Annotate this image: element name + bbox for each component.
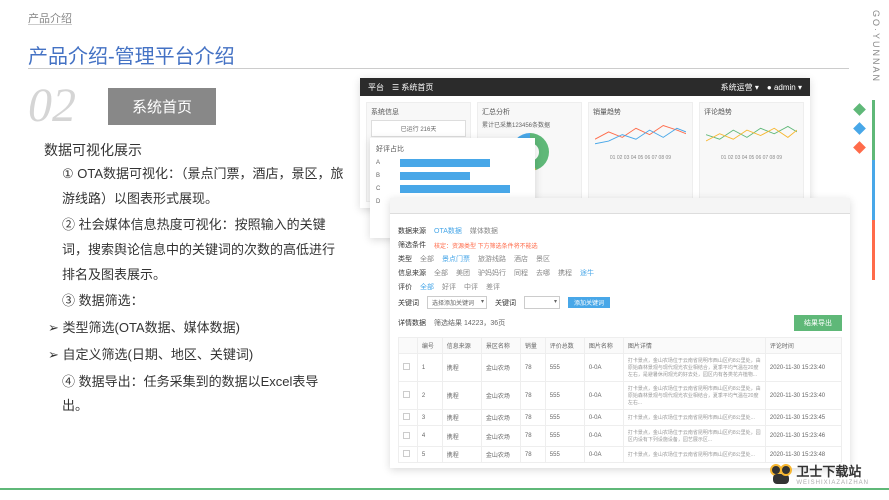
dashboard-header-right: 系统运营 ▾ ● admin ▾ (721, 82, 802, 93)
section-number: 02 (28, 78, 76, 133)
footer-logo: 卫士下载站 WEISHIXIAZAIZHAN (770, 461, 869, 486)
table-row[interactable]: 1携程金山农场785550-0A打卡景点，金山农场位于云南省昆明市西山区约8公里… (399, 354, 842, 382)
dashboard-card-sales: 销量趋势 01 02 03 04 05 06 07 08 09 (588, 102, 693, 202)
section-badge: 系统首页 (108, 88, 216, 125)
mascot-icon (770, 464, 792, 484)
table-row[interactable]: 3携程金山农场785550-0A打卡景点，金山农场位于云南省昆明市西山区约8公里… (399, 410, 842, 426)
dashboard-header-left: 平台 ☰ 系统首页 (368, 82, 433, 93)
subtitle: 数据可视化展示 (44, 140, 142, 160)
right-brand-label: GO·YUNNAN (871, 10, 881, 83)
list-item: ③ 数据筛选： (44, 289, 344, 314)
dashboard-header: 平台 ☰ 系统首页 系统运营 ▾ ● admin ▾ (360, 78, 810, 96)
list-item: ④ 数据导出：任务采集到的数据以Excel表导出。 (44, 370, 344, 419)
export-button[interactable]: 结果导出 (794, 315, 842, 331)
header-underline (28, 24, 72, 25)
add-keyword-button[interactable]: 添加关键词 (568, 297, 610, 308)
dashboard-card-comments: 评论趋势 01 02 03 04 05 06 07 08 09 (699, 102, 804, 202)
datatable-screenshot: 数据来源 OTA数据 媒体数据 筛选条件 核定：资源类型 下方筛选条件将不能选 … (390, 198, 850, 468)
list-item: ➢ 类型筛选(OTA数据、媒体数据) (44, 316, 344, 341)
footer-accent-line (0, 488, 889, 490)
list-item: ① OTA数据可视化：（景点门票，酒店，景区，旅游线路）以图表形式展现。 (44, 162, 344, 211)
keyword-input[interactable] (524, 296, 560, 309)
content-list: ① OTA数据可视化：（景点门票，酒店，景区，旅游线路）以图表形式展现。 ② 社… (44, 162, 344, 421)
tab-ota[interactable]: OTA数据 (434, 226, 462, 236)
filter-section-label: 数据来源 (398, 226, 426, 236)
table-row[interactable]: 2携程金山农场785550-0A打卡景点，金山农场位于云南省昆明市西山区约8公里… (399, 382, 842, 410)
list-item: ② 社会媒体信息热度可视化：按照输入的关键词，搜索舆论信息中的关键词的次数的高低… (44, 213, 344, 287)
right-accent-bar (872, 100, 875, 280)
title-underline (28, 68, 849, 69)
list-item: ➢ 自定义筛选(日期、地区、关键词) (44, 343, 344, 368)
data-table: 编号信息来源景区名称销量评价总数图片名称图片详情评论时间 1携程金山农场7855… (398, 337, 842, 463)
keyword-select[interactable]: 选择添加关键词 (427, 296, 487, 309)
screenshot-stack: 平台 ☰ 系统首页 系统运营 ▾ ● admin ▾ 系统信息 已运行 216天… (360, 78, 850, 468)
tab-media[interactable]: 媒体数据 (470, 226, 498, 236)
decorative-diamonds (855, 95, 864, 162)
page-title: 产品介绍-管理平台介绍 (28, 40, 235, 69)
table-row[interactable]: 4携程金山农场785550-0A打卡景点，金山农场位于云南省昆明市西山区约8公里… (399, 426, 842, 447)
